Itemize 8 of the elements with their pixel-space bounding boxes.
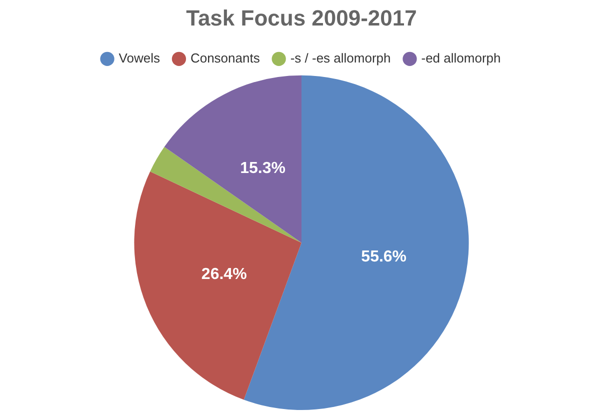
- legend-label: -s / -es allomorph: [290, 50, 391, 66]
- data-label: 26.4%: [201, 266, 247, 283]
- chart-title: Task Focus 2009-2017: [186, 5, 417, 30]
- legend-label: Consonants: [190, 50, 260, 66]
- data-label: 55.6%: [361, 248, 407, 266]
- legend-label: Vowels: [118, 50, 160, 66]
- legend-label: -ed allomorph: [421, 50, 501, 66]
- data-label: 15.3%: [240, 160, 286, 177]
